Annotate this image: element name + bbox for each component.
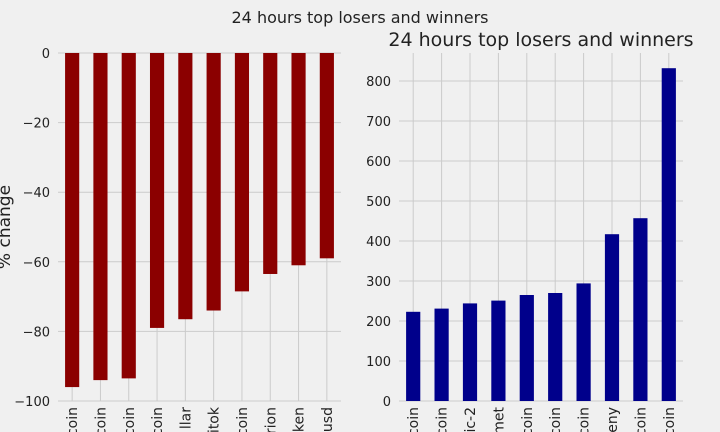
right-bar [548, 293, 563, 401]
left-x-tick-label: coin [150, 407, 166, 432]
right-x-tick-label: coin [633, 407, 649, 432]
right-y-tick-label: 300 [366, 275, 391, 290]
left-chart: 0 −20 −40 −60 −80 −100 coin coin coin coin llar ito… [14, 47, 341, 432]
right-y-tick-label: 0 [383, 395, 391, 410]
right-x-tick-label: eny [605, 407, 621, 432]
right-x-tick-label: met [491, 406, 507, 432]
right-bar [519, 295, 534, 401]
right-y-tick-label: 800 [366, 75, 391, 90]
right-x-tick-label: coin [577, 407, 593, 432]
left-x-tick-label: coin [122, 407, 138, 432]
left-x-tick-label: llar [178, 407, 194, 429]
left-bar [206, 53, 221, 311]
left-x-tick-label: usd [320, 407, 336, 432]
right-bar [576, 283, 591, 401]
left-bar [234, 53, 250, 292]
left-y-tick-label: −80 [23, 325, 50, 340]
right-x-tick-label: coin [548, 407, 564, 432]
left-bar [319, 53, 334, 259]
left-y-tick-label: −40 [23, 186, 50, 201]
left-x-tick-label: coin [235, 407, 251, 432]
left-bar [178, 53, 193, 320]
right-bar [661, 68, 676, 401]
right-x-tick-label: coin [520, 407, 536, 432]
left-y-tick-label: −60 [23, 256, 50, 271]
figure-suptitle: 24 hours top losers and winners [232, 8, 489, 27]
right-chart: 0 100 200 300 400 500 600 700 800 coin coin ic-2 met… [366, 53, 683, 432]
right-y-tick-label: 600 [366, 155, 391, 170]
right-bar [491, 300, 506, 401]
right-x-tick-label: coin [662, 407, 678, 432]
left-x-tick-label: coin [93, 407, 109, 432]
right-x-tick-label: coin [435, 407, 451, 432]
right-bar [406, 311, 421, 401]
right-y-tick-label: 500 [366, 195, 391, 210]
right-chart-title: 24 hours top losers and winners [388, 29, 693, 51]
right-bar [434, 308, 449, 401]
left-y-axis-label: % change [0, 185, 15, 269]
left-bar [149, 53, 165, 328]
left-bar [291, 53, 306, 266]
left-x-tick-label: rion [263, 407, 279, 432]
right-y-tick-label: 700 [366, 115, 391, 130]
left-bar [65, 53, 80, 388]
left-bar [93, 53, 108, 381]
right-y-tick-label: 200 [366, 315, 391, 330]
left-bar [121, 53, 136, 379]
left-x-tick-label: ken [292, 407, 308, 432]
right-y-tick-label: 100 [366, 355, 391, 370]
right-x-tick-label: coin [406, 407, 422, 432]
left-bar [263, 53, 278, 274]
right-x-tick-label: ic-2 [463, 407, 479, 432]
left-y-tick-label: 0 [42, 47, 50, 62]
right-bar [633, 218, 648, 401]
left-y-tick-label: −100 [14, 395, 50, 410]
left-y-tick-label: −20 [23, 117, 50, 132]
right-y-tick-label: 400 [366, 235, 391, 250]
right-bar [604, 234, 620, 401]
right-bar [462, 303, 478, 401]
left-x-tick-label: coin [65, 407, 81, 432]
left-x-tick-label: itok [207, 406, 223, 432]
